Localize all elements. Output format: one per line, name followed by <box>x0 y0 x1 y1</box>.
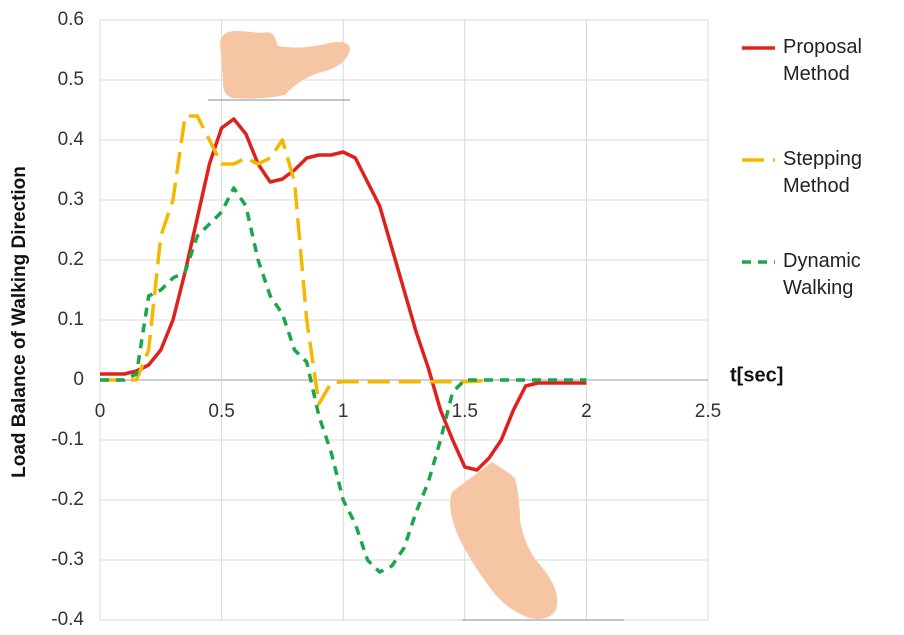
y-tick-label: 0 <box>73 369 84 390</box>
x-tick-label: 2 <box>581 401 592 422</box>
page: {"chart_data": {"type": "line", "y_label… <box>0 0 904 635</box>
y-tick-label: 0.6 <box>58 9 84 30</box>
legend-label: Stepping Method <box>783 146 893 200</box>
x-tick-label: 0 <box>95 401 106 422</box>
chart: Load Balance of Walking Direction t[sec]… <box>0 0 904 635</box>
x-tick-label: 2.5 <box>695 401 721 422</box>
y-tick-label: -0.4 <box>51 609 84 630</box>
x-tick-label: 0.5 <box>208 401 234 422</box>
y-tick-label: -0.1 <box>51 429 84 450</box>
y-tick-label: -0.3 <box>51 549 84 570</box>
legend-label: Proposal Method <box>783 34 893 88</box>
legend-label: Dynamic Walking <box>783 248 893 302</box>
foot-illustration <box>450 462 557 619</box>
y-tick-label: 0.3 <box>58 189 84 210</box>
foot-illustration <box>220 31 350 99</box>
y-tick-label: 0.5 <box>58 69 84 90</box>
x-tick-label: 1.5 <box>452 401 478 422</box>
y-tick-label: 0.2 <box>58 249 84 270</box>
grid <box>100 20 708 620</box>
x-tick-label: 1 <box>338 401 349 422</box>
y-tick-label: -0.2 <box>51 489 84 510</box>
y-tick-label: 0.4 <box>58 129 85 150</box>
y-axis-label: Load Balance of Walking Direction <box>9 166 30 478</box>
y-tick-label: 0.1 <box>58 309 84 330</box>
x-axis-label: t[sec] <box>730 364 783 386</box>
